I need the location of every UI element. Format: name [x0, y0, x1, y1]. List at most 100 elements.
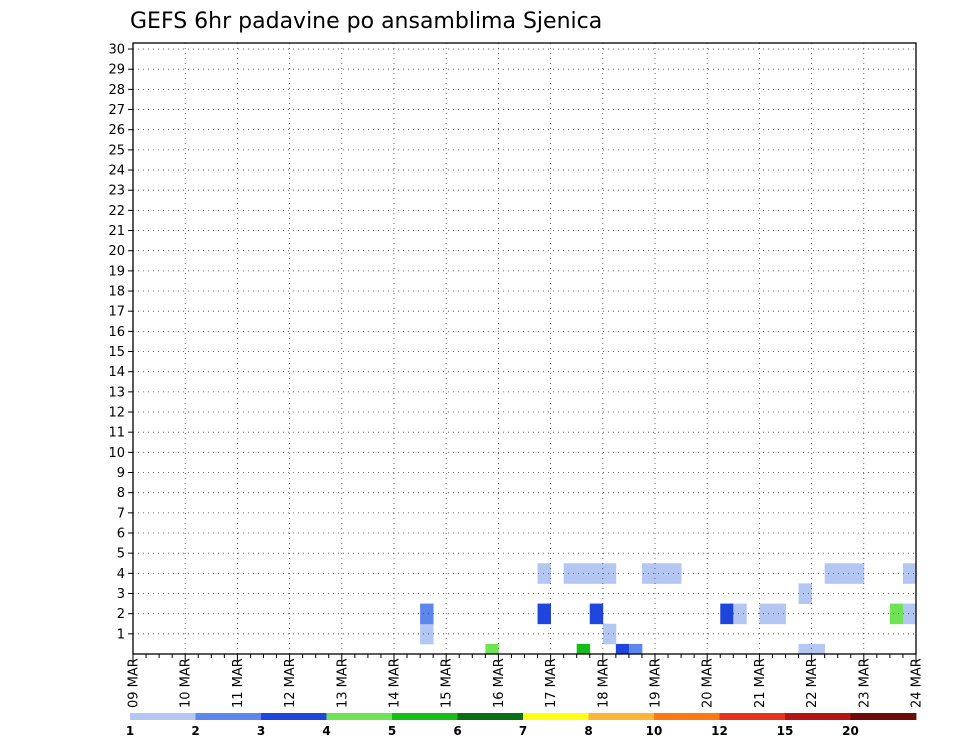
- y-tick-label: 25: [108, 143, 125, 158]
- heatmap-cell: [733, 603, 747, 625]
- heatmap-cell: [772, 603, 786, 625]
- x-tick-label: 15 MAR: [440, 658, 455, 708]
- y-tick-label: 19: [108, 264, 125, 279]
- y-tick-label: 2: [117, 607, 125, 622]
- heatmap-cell: [655, 563, 669, 584]
- dotted-grid: [133, 43, 916, 654]
- y-tick-label: 20: [108, 244, 125, 259]
- heatmap-cell: [902, 563, 917, 584]
- colorbar-swatch: [523, 713, 589, 720]
- y-tick-label: 26: [108, 123, 125, 138]
- colorbar-swatch: [261, 713, 327, 720]
- y-axis-ticks: 1234567891011121314151617181920212223242…: [108, 43, 133, 642]
- y-tick-label: 17: [108, 305, 125, 320]
- heatmap-cell: [720, 603, 734, 625]
- colorbar-swatch: [130, 713, 196, 720]
- x-tick-label: 23 MAR: [857, 658, 872, 708]
- y-tick-label: 22: [108, 204, 125, 219]
- heatmap-cell: [602, 623, 617, 645]
- y-tick-label: 28: [108, 83, 125, 98]
- x-tick-label: 13 MAR: [335, 658, 350, 708]
- colorbar-swatch: [785, 713, 851, 720]
- y-tick-label: 9: [117, 466, 125, 481]
- colorbar-label: 5: [388, 724, 396, 738]
- colorbar-label: 12: [711, 724, 728, 738]
- y-tick-label: 30: [108, 43, 125, 58]
- heatmap-cell: [759, 603, 773, 625]
- heatmap-cell: [576, 643, 591, 655]
- y-tick-label: 14: [108, 365, 125, 380]
- colorbar-swatch: [392, 713, 458, 720]
- heatmap-cell: [837, 563, 852, 584]
- heatmap-cell: [420, 603, 434, 625]
- heatmap-cell: [485, 643, 499, 655]
- heatmap-cell: [824, 563, 839, 584]
- heatmap-cell: [902, 603, 917, 625]
- heatmap-cell: [811, 643, 826, 655]
- x-tick-label: 22 MAR: [805, 658, 820, 708]
- x-tick-label: 10 MAR: [179, 658, 194, 708]
- colorbar-label: 7: [519, 724, 527, 738]
- heatmap-cell: [563, 563, 578, 584]
- heatmap-cell: [537, 563, 551, 584]
- y-tick-label: 12: [108, 406, 125, 421]
- x-tick-label: 24 MAR: [910, 658, 925, 708]
- y-tick-label: 4: [117, 567, 125, 582]
- x-tick-label: 17 MAR: [544, 658, 559, 708]
- x-tick-label: 12 MAR: [283, 658, 298, 708]
- heatmap-cell: [589, 563, 604, 584]
- chart-title: GEFS 6hr padavine po ansamblima Sjenica: [130, 9, 602, 34]
- y-tick-label: 21: [108, 224, 125, 239]
- colorbar-label: 6: [453, 724, 461, 738]
- colorbar-swatch: [195, 713, 262, 720]
- colorbar-swatch: [588, 713, 655, 720]
- x-tick-label: 19 MAR: [649, 658, 664, 708]
- heatmap-cell: [628, 643, 643, 655]
- y-tick-label: 10: [108, 446, 125, 461]
- colorbar-label: 2: [191, 724, 199, 738]
- heatmap-cell: [850, 563, 865, 584]
- heatmap-cell: [668, 563, 682, 584]
- y-tick-label: 15: [108, 345, 125, 360]
- y-tick-label: 7: [117, 506, 125, 521]
- colorbar-label: 1: [126, 724, 134, 738]
- y-tick-label: 27: [108, 103, 125, 118]
- x-tick-label: 21 MAR: [753, 658, 768, 708]
- colorbar-label: 3: [257, 724, 265, 738]
- y-tick-label: 8: [117, 486, 125, 501]
- heatmap-cell: [615, 643, 630, 655]
- heatmap-cell: [889, 603, 904, 625]
- colorbar-label: 20: [842, 724, 859, 738]
- x-tick-label: 11 MAR: [231, 658, 246, 708]
- heatmap-cell: [798, 583, 812, 604]
- heatmap-cell: [537, 603, 551, 625]
- colorbar-swatch: [326, 713, 393, 720]
- y-tick-label: 5: [117, 547, 125, 562]
- y-tick-label: 23: [108, 184, 125, 199]
- heatmap-cell: [589, 603, 604, 625]
- y-tick-label: 24: [108, 164, 125, 179]
- y-tick-label: 29: [108, 63, 125, 78]
- colorbar-swatch: [850, 713, 917, 720]
- y-tick-label: 11: [108, 426, 125, 441]
- x-tick-label: 20 MAR: [701, 658, 716, 708]
- colorbar-label: 8: [584, 724, 592, 738]
- x-tick-label: 09 MAR: [127, 658, 142, 708]
- x-tick-label: 16 MAR: [492, 658, 507, 708]
- plot-frame: [132, 42, 917, 655]
- x-axis-ticks: 09 MAR 10 MAR 11 MAR 12 MAR 13 MAR 14 MAR 15 M…: [127, 654, 925, 708]
- heatmap-cell: [602, 563, 617, 584]
- heatmap-cell: [420, 623, 434, 645]
- x-tick-label: 18 MAR: [596, 658, 611, 708]
- colorbar-swatch: [654, 713, 720, 720]
- y-tick-label: 3: [117, 587, 125, 602]
- x-tick-label: 14 MAR: [388, 658, 403, 708]
- y-tick-label: 1: [117, 627, 125, 642]
- y-tick-label: 18: [108, 285, 125, 300]
- colorbar-swatch: [457, 713, 524, 720]
- colorbar-swatch: [719, 713, 786, 720]
- y-tick-label: 16: [108, 325, 125, 340]
- colorbar-label: 10: [646, 724, 663, 738]
- heatmap-cells: [420, 563, 917, 655]
